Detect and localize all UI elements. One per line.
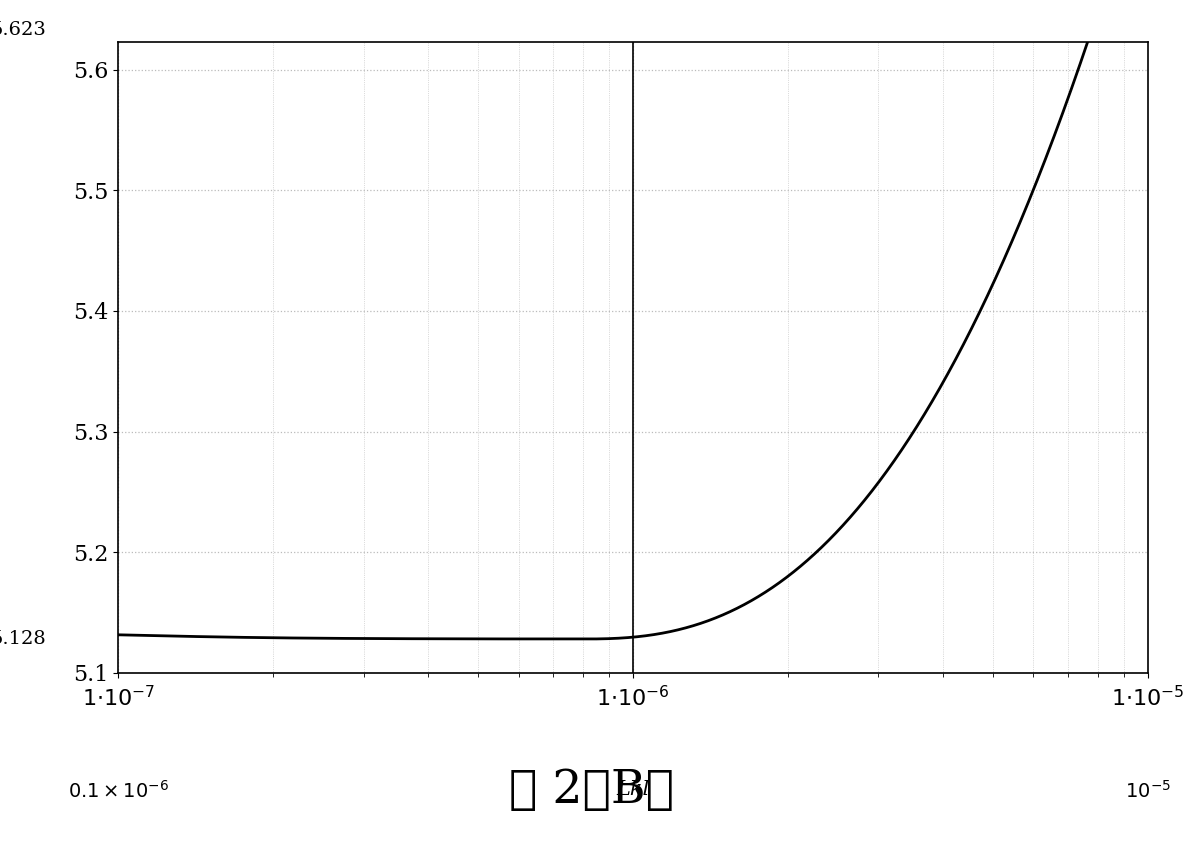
Text: $10^{-5}$: $10^{-5}$	[1125, 780, 1170, 802]
Text: 5.623: 5.623	[0, 21, 46, 39]
Text: 图 2（B）: 图 2（B）	[509, 768, 674, 813]
Text: 5.128: 5.128	[0, 630, 46, 648]
Text: $0.1\times10^{-6}$: $0.1\times10^{-6}$	[67, 780, 169, 802]
Text: Lkl: Lkl	[616, 780, 649, 799]
